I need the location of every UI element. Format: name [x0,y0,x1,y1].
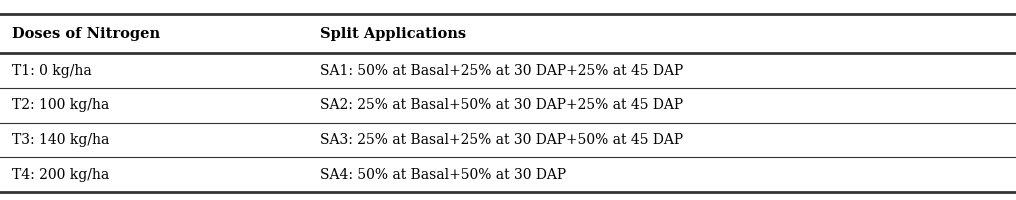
Text: SA1: 50% at Basal+25% at 30 DAP+25% at 45 DAP: SA1: 50% at Basal+25% at 30 DAP+25% at 4… [320,64,684,78]
Text: T4: 200 kg/ha: T4: 200 kg/ha [12,168,110,182]
Text: Split Applications: Split Applications [320,27,466,41]
Text: T1: 0 kg/ha: T1: 0 kg/ha [12,64,91,78]
Text: T2: 100 kg/ha: T2: 100 kg/ha [12,98,110,112]
Text: Doses of Nitrogen: Doses of Nitrogen [12,27,161,41]
Text: SA4: 50% at Basal+50% at 30 DAP: SA4: 50% at Basal+50% at 30 DAP [320,168,566,182]
Text: SA2: 25% at Basal+50% at 30 DAP+25% at 45 DAP: SA2: 25% at Basal+50% at 30 DAP+25% at 4… [320,98,683,112]
Text: SA3: 25% at Basal+25% at 30 DAP+50% at 45 DAP: SA3: 25% at Basal+25% at 30 DAP+50% at 4… [320,133,683,147]
Text: T3: 140 kg/ha: T3: 140 kg/ha [12,133,110,147]
